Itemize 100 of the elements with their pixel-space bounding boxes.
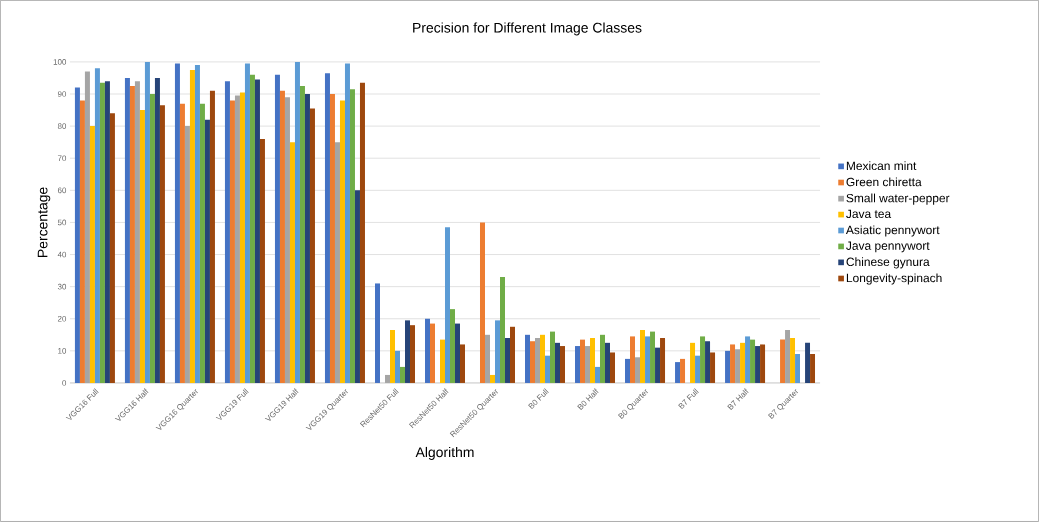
bar [810,354,816,384]
bar [329,94,335,384]
bar [389,330,395,384]
bar [710,352,716,384]
bar [134,81,140,384]
bar [184,126,190,384]
bar [194,65,200,384]
bar [274,74,280,384]
bar [99,82,105,384]
bar [730,344,736,384]
bar [89,126,95,384]
x-axis-title: Algorithm [415,446,474,460]
bar [154,78,160,384]
bar [344,63,350,384]
bar [550,331,556,384]
bar [129,86,135,384]
bar [179,103,185,384]
bar [455,323,460,384]
legend-label: Java pennywort [846,241,930,253]
bar [284,97,290,384]
bar [690,342,696,384]
bar [239,92,245,384]
bar [289,142,295,384]
bar [79,100,85,384]
bar [439,339,445,384]
bar [399,366,405,384]
legend-label: Chinese gynura [846,257,930,269]
bar [635,357,641,384]
bar [124,78,130,384]
bar [485,334,490,384]
bar [500,277,505,384]
bar [309,108,315,384]
bar [610,352,616,384]
bar [199,103,205,384]
bar [495,320,500,384]
bar [354,190,360,384]
bar [525,334,531,384]
bar [705,341,711,384]
bar [630,336,636,384]
bar [595,366,601,384]
bar [605,342,611,384]
bar [795,354,801,384]
bar [530,341,536,384]
bar [144,61,150,384]
bar [650,331,656,384]
bar [359,82,365,384]
bar [74,87,80,384]
bar [109,113,115,384]
bar [94,68,100,384]
bar [680,358,686,384]
bar [600,334,606,384]
bar [259,139,265,384]
bar [299,86,305,384]
bar [149,94,155,384]
legend-label: Asiatic pennywort [845,225,940,237]
y-axis-title: Percentage [37,187,51,258]
legend-label: Longevity-spinach [846,273,942,285]
bar [755,346,761,384]
bar [394,350,400,384]
bar [404,320,410,384]
chart-title: Precision for Different Image Classes [413,22,642,36]
bar [304,94,310,384]
bar [460,344,465,384]
bar [805,342,811,384]
bar [384,374,390,384]
bar [760,344,766,384]
legend-label: Mexican mint [846,161,917,171]
bar [505,338,510,384]
bar [449,309,455,384]
bar [229,100,235,384]
bar [159,105,165,384]
bar [535,338,541,384]
bar [279,90,285,384]
bar [740,342,746,384]
bar [249,74,255,384]
legend-label: Green chiretta [846,177,922,187]
bar [224,81,230,384]
bar [490,374,495,384]
bar [254,79,260,384]
bar [580,339,586,384]
bar [725,350,731,384]
bar [660,338,666,384]
legend-label: Small water-pepper [846,193,950,205]
bar [324,73,330,384]
bar [429,323,435,384]
bar [700,336,706,384]
bar [745,336,751,384]
bar [695,355,701,384]
bar [655,347,661,384]
bar [625,358,631,384]
bar [294,61,300,384]
bar [374,283,380,384]
bar [174,63,180,384]
bar [585,346,591,384]
bar [675,362,681,384]
bar [424,318,430,384]
bar [785,330,791,384]
bar [204,119,210,384]
bar [735,349,741,384]
bar [555,342,561,384]
